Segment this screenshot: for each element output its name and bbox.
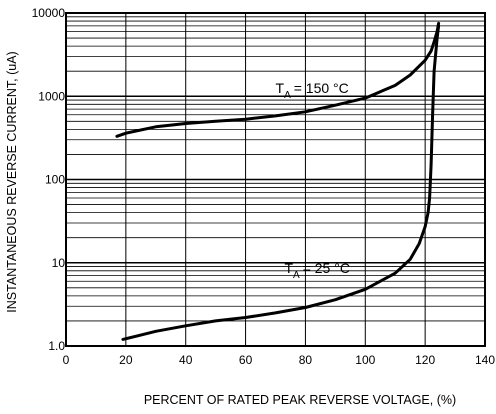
series-line-0 — [115, 21, 441, 138]
x-tick-label: 20 — [119, 353, 133, 367]
x-axis-title: PERCENT OF RATED PEAK REVERSE VOLTAGE, (… — [144, 393, 456, 407]
y-tick-label: 1.0 — [48, 339, 65, 353]
x-tick-label: 80 — [299, 353, 313, 367]
curve-labels: TA = 150 °C TA = 25 °C — [276, 80, 350, 281]
x-tick-label: 140 — [475, 353, 495, 367]
x-tick-label: 100 — [355, 353, 375, 367]
y-tick-label: 10000 — [32, 6, 66, 20]
y-axis-title: INSTANTANEOUS REVERSE CURRENT, (uA) — [5, 51, 19, 312]
x-tick-label: 40 — [179, 353, 193, 367]
plot-frame — [65, 12, 486, 347]
curve-label-1: TA = 25 °C — [284, 260, 349, 281]
x-tick-label: 120 — [415, 353, 435, 367]
y-tick-label: 10 — [52, 256, 66, 270]
series-layer — [115, 21, 441, 341]
x-tick-label: 0 — [63, 353, 70, 367]
x-tick-labels: 0 20 40 60 80 100 120 140 — [63, 353, 496, 367]
y-tick-label: 100 — [45, 173, 65, 187]
grid — [66, 12, 485, 346]
curve-label-0: TA = 150 °C — [276, 80, 349, 101]
series-line-1 — [121, 24, 441, 341]
y-tick-labels: 1.0 10 100 1000 10000 — [32, 6, 66, 353]
x-tick-label: 60 — [239, 353, 253, 367]
y-tick-label: 1000 — [38, 89, 65, 103]
